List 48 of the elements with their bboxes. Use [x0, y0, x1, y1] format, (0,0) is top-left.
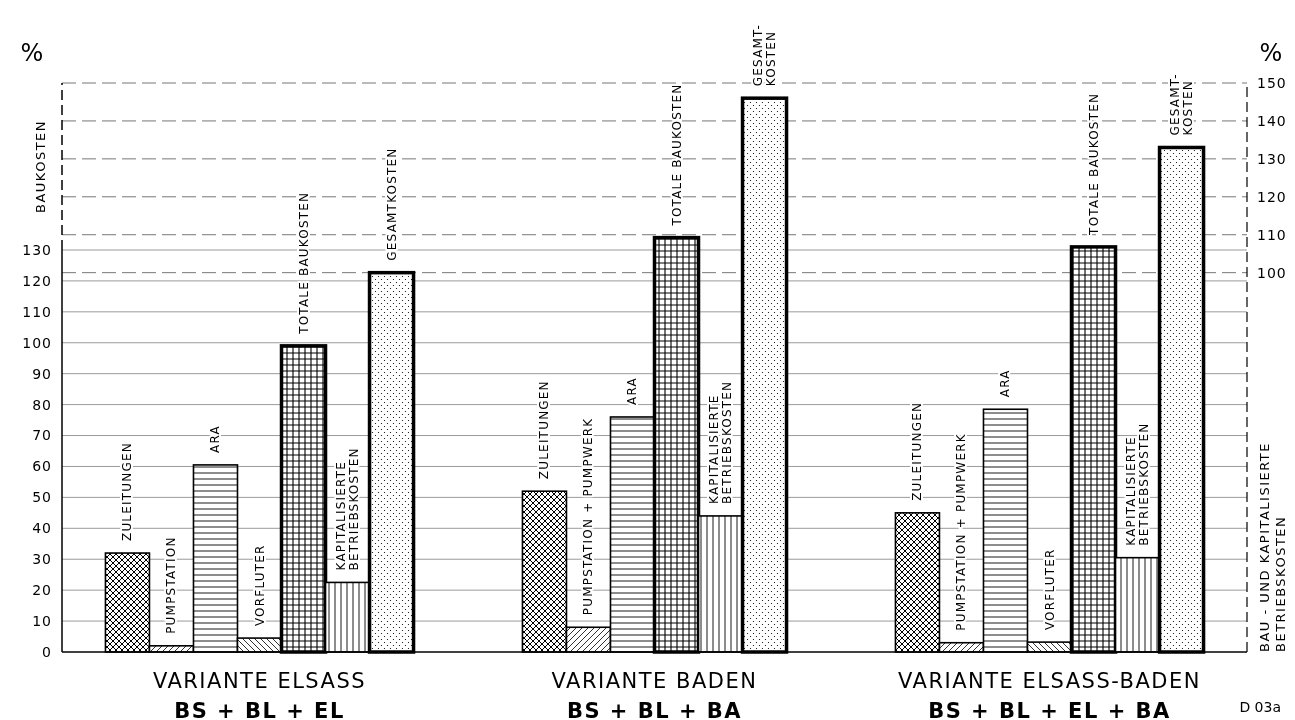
- y2-tick-label: 140: [1257, 112, 1287, 129]
- data-label: KAPITALISIERTE BETRIEBSKOSTEN: [334, 447, 362, 571]
- data-label: VORFLUTER: [1042, 548, 1057, 631]
- y2-tick-label: 130: [1257, 150, 1287, 167]
- y2-tick-label: 120: [1257, 188, 1287, 205]
- x-tick-label: VARIANTE ELSASS-BADEN BS + BL + EL + BA: [898, 669, 1201, 720]
- data-label: TOTALE BAUKOSTEN: [296, 191, 311, 335]
- data-label: KAPITALISIERTE BETRIEBSKOSTEN: [1124, 422, 1152, 546]
- data-label: ARA: [625, 377, 640, 405]
- y-tick-label: 30: [32, 551, 52, 568]
- data-label: PUMPSTATION: [164, 536, 179, 634]
- data-label: ARA: [208, 425, 223, 453]
- x-tick-label: VARIANTE BADEN BS + BL + BA: [551, 669, 758, 720]
- y-tick-label: 130: [22, 241, 52, 258]
- text: %: [20, 39, 44, 67]
- data-label: GESAMT- KOSTEN: [1168, 73, 1196, 136]
- y2-axis-title: BAU - UND KAPITALISIERTE BETRIEBSKOSTEN: [1257, 442, 1288, 652]
- data-label: ZULEITUNGEN: [537, 380, 552, 480]
- data-label: ZULEITUNGEN: [120, 442, 135, 542]
- y-tick-label: 90: [32, 365, 52, 382]
- y-tick-label: 20: [32, 582, 52, 599]
- y-tick-label: 40: [32, 520, 52, 537]
- y-tick-label: 10: [32, 612, 52, 629]
- y-tick-label: 50: [32, 489, 52, 506]
- y-tick-label: 120: [22, 272, 52, 289]
- text: D 03a: [1239, 699, 1281, 715]
- y2-tick-label: 100: [1257, 264, 1287, 281]
- y-tick-label: 70: [32, 427, 52, 444]
- data-label: ZULEITUNGEN: [910, 401, 925, 501]
- data-label: KAPITALISIERTE BETRIEBSKOSTEN: [707, 380, 735, 504]
- data-label: PUMPSTATION + PUMPWERK: [581, 417, 596, 616]
- y-tick-label: 60: [32, 458, 52, 475]
- y2-tick-label: 150: [1257, 74, 1287, 91]
- data-label: TOTALE BAUKOSTEN: [669, 83, 684, 227]
- data-label: VORFLUTER: [252, 544, 267, 627]
- data-label: PUMPSTATION + PUMPWERK: [954, 433, 969, 631]
- data-label: TOTALE BAUKOSTEN: [1086, 92, 1101, 236]
- y-tick-label: 110: [22, 303, 52, 320]
- y-tick-label: 80: [32, 396, 52, 413]
- x-tick-label: VARIANTE ELSASS BS + BL + EL: [152, 669, 367, 720]
- data-label: GESAMT- KOSTEN: [751, 23, 779, 87]
- y-tick-label: 0: [42, 643, 52, 660]
- y-axis-title: BAUKOSTEN: [32, 119, 48, 213]
- y-tick-label: 100: [22, 334, 52, 351]
- y2-tick-label: 110: [1257, 226, 1287, 243]
- text: %: [1259, 39, 1283, 67]
- data-label: ARA: [998, 369, 1013, 398]
- data-label: GESAMTKOSTEN: [384, 147, 399, 261]
